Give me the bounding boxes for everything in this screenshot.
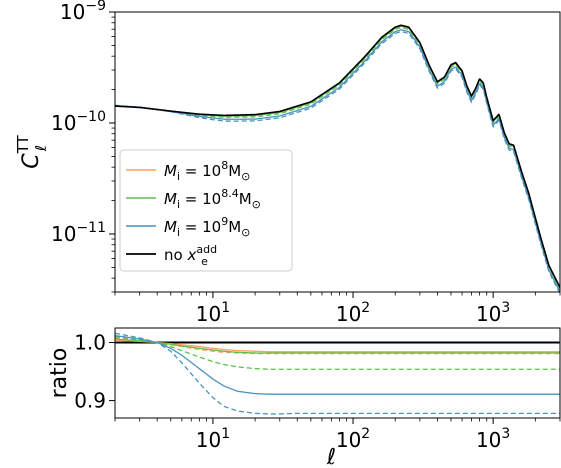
top-frame [114, 11, 561, 293]
ratio-series-3 [115, 338, 560, 354]
top-y-tick-label: 10−11 [51, 220, 106, 246]
legend-entry: no xadd e [164, 243, 217, 268]
bottom-y-tick-label: 0.9 [74, 389, 106, 413]
ratio-series-4 [115, 336, 560, 370]
top-series-m9-dashed [115, 30, 560, 292]
bottom-x-axis-label: ℓ [326, 445, 336, 468]
top-series-m9-solid [115, 29, 560, 292]
legend: Mi = 108M⊙ Mi = 108.4M⊙ Mi = 109M⊙ no xadd e [119, 149, 293, 272]
ratio-series-1 [115, 339, 560, 353]
bottom-plot-area [115, 332, 560, 415]
top-y-tick-label: 10−9 [60, 0, 106, 24]
ratio-series-6 [115, 332, 560, 415]
ratio-series-5 [115, 334, 560, 395]
bottom-x-tick-label: 101 [196, 426, 230, 452]
legend-entry: Mi = 109M⊙ [164, 215, 250, 239]
top-plot-area [115, 24, 560, 292]
top-y-axis-label: CTTℓ [14, 134, 50, 168]
bottom-frame [114, 327, 561, 419]
legend-entry: Mi = 108M⊙ [164, 159, 250, 183]
legend-box [119, 149, 293, 272]
bottom-x-tick-label: 102 [336, 426, 370, 452]
bottom-x-tick-label: 103 [476, 426, 510, 452]
bottom-y-tick-label: 1.0 [74, 331, 106, 355]
legend-entry: Mi = 108.4M⊙ [164, 187, 261, 211]
top-x-tick-label: 101 [196, 300, 230, 326]
bottom-y-axis-label: ratio [47, 348, 72, 399]
top-x-tick-label: 103 [476, 300, 510, 326]
top-x-tick-label: 102 [336, 300, 370, 326]
top-y-tick-label: 10−10 [51, 109, 106, 135]
top-series-baseline [115, 24, 560, 288]
